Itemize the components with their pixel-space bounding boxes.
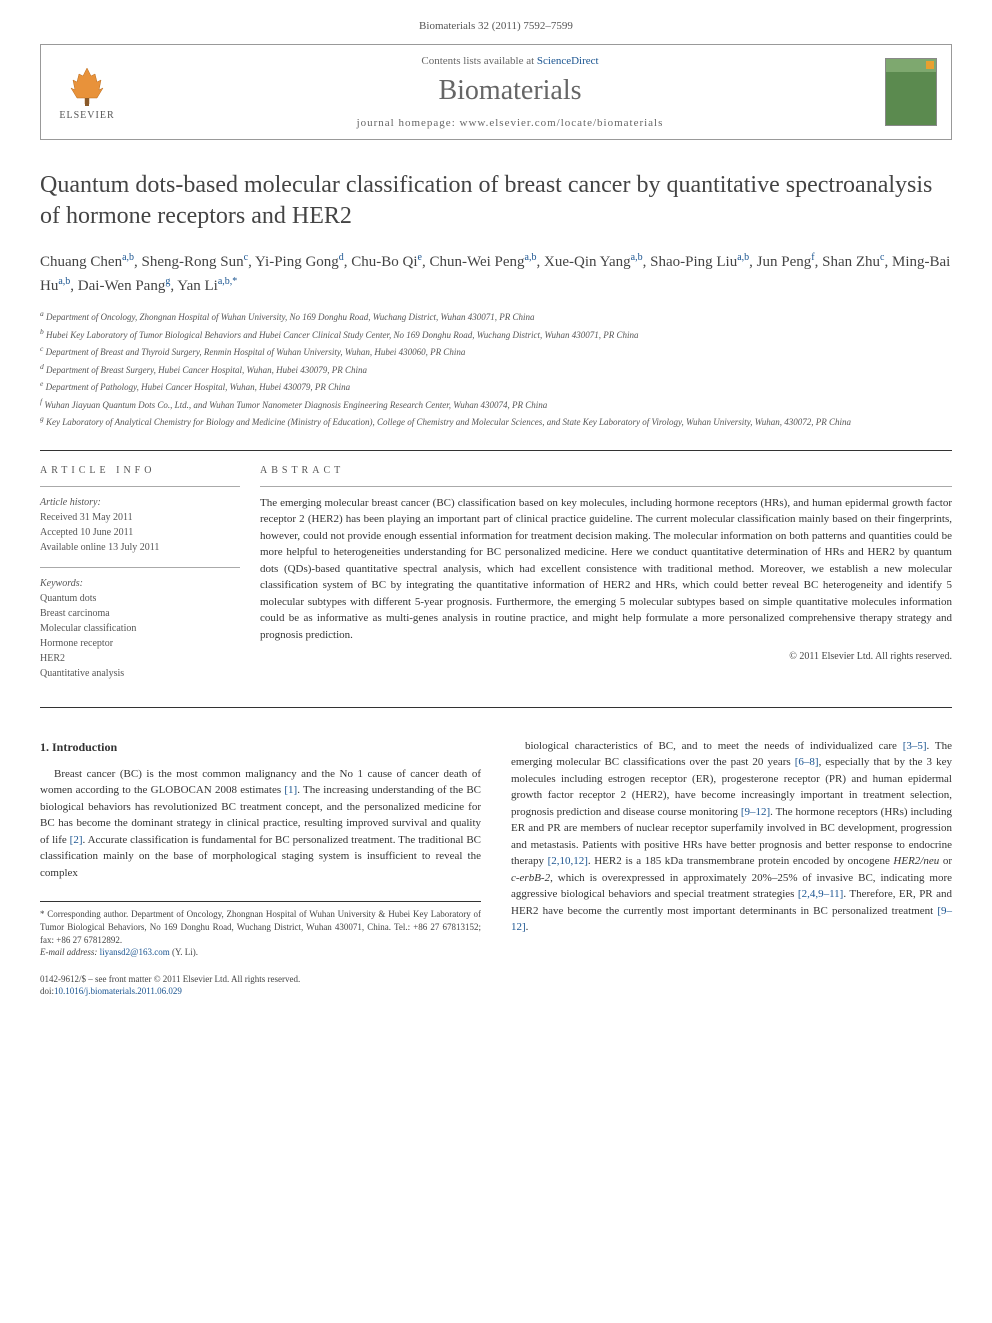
online-date: Available online 13 July 2011 xyxy=(40,540,240,555)
contents-prefix: Contents lists available at xyxy=(421,55,536,67)
body-paragraph: biological characteristics of BC, and to… xyxy=(511,738,952,936)
header-center: Contents lists available at ScienceDirec… xyxy=(135,55,885,129)
body-paragraph: Breast cancer (BC) is the most common ma… xyxy=(40,766,481,882)
intro-heading: 1. Introduction xyxy=(40,738,481,756)
affiliation-c: c Department of Breast and Thyroid Surge… xyxy=(40,343,952,360)
body-column-left: 1. Introduction Breast cancer (BC) is th… xyxy=(40,738,481,998)
keyword: Quantitative analysis xyxy=(40,666,240,681)
body-column-right: biological characteristics of BC, and to… xyxy=(511,738,952,998)
affiliation-b: b Hubei Key Laboratory of Tumor Biologic… xyxy=(40,326,952,343)
keyword: Quantum dots xyxy=(40,591,240,606)
keywords-label: Keywords: xyxy=(40,576,240,591)
contents-available-line: Contents lists available at ScienceDirec… xyxy=(135,55,885,67)
email-suffix: (Y. Li). xyxy=(170,947,198,957)
keyword: Molecular classification xyxy=(40,621,240,636)
homepage-url[interactable]: www.elsevier.com/locate/biomaterials xyxy=(460,117,664,129)
elsevier-logo[interactable]: ELSEVIER xyxy=(55,56,119,128)
author-list: Chuang Chena,b, Sheng-Rong Sunc, Yi-Ping… xyxy=(40,250,952,298)
affiliation-f: f Wuhan Jiayuan Quantum Dots Co., Ltd., … xyxy=(40,396,952,413)
body-columns: 1. Introduction Breast cancer (BC) is th… xyxy=(40,738,952,998)
keyword: Hormone receptor xyxy=(40,636,240,651)
elsevier-label: ELSEVIER xyxy=(59,110,114,121)
doi-link[interactable]: 10.1016/j.biomaterials.2011.06.029 xyxy=(54,986,182,996)
footnotes: * Corresponding author. Department of On… xyxy=(40,901,481,958)
info-abstract-row: ARTICLE INFO Article history: Received 3… xyxy=(40,450,952,708)
issn-line: 0142-9612/$ – see front matter © 2011 El… xyxy=(40,973,481,986)
elsevier-tree-icon xyxy=(65,64,109,108)
history-label: Article history: xyxy=(40,495,240,510)
article-title: Quantum dots-based molecular classificat… xyxy=(40,170,952,232)
email-line: E-mail address: liyansd2@163.com (Y. Li)… xyxy=(40,946,481,959)
keywords-block: Keywords: Quantum dots Breast carcinoma … xyxy=(40,567,240,681)
keyword: HER2 xyxy=(40,651,240,666)
journal-citation: Biomaterials 32 (2011) 7592–7599 xyxy=(40,20,952,32)
homepage-prefix: journal homepage: xyxy=(357,117,460,129)
email-link[interactable]: liyansd2@163.com xyxy=(100,947,170,957)
affiliation-g: g Key Laboratory of Analytical Chemistry… xyxy=(40,413,952,430)
affiliations: a Department of Oncology, Zhongnan Hospi… xyxy=(40,308,952,430)
journal-homepage-line: journal homepage: www.elsevier.com/locat… xyxy=(135,117,885,129)
article-info-label: ARTICLE INFO xyxy=(40,465,240,476)
sciencedirect-link[interactable]: ScienceDirect xyxy=(537,55,599,67)
abstract-copyright: © 2011 Elsevier Ltd. All rights reserved… xyxy=(260,651,952,662)
accepted-date: Accepted 10 June 2011 xyxy=(40,525,240,540)
journal-name: Biomaterials xyxy=(135,75,885,107)
received-date: Received 31 May 2011 xyxy=(40,510,240,525)
article-info-column: ARTICLE INFO Article history: Received 3… xyxy=(40,465,260,693)
article-history: Article history: Received 31 May 2011 Ac… xyxy=(40,486,240,555)
corresponding-author-note: * Corresponding author. Department of On… xyxy=(40,908,481,946)
journal-header-box: ELSEVIER Contents lists available at Sci… xyxy=(40,44,952,140)
abstract-text: The emerging molecular breast cancer (BC… xyxy=(260,486,952,644)
affiliation-a: a Department of Oncology, Zhongnan Hospi… xyxy=(40,308,952,325)
email-label: E-mail address: xyxy=(40,947,100,957)
abstract-column: ABSTRACT The emerging molecular breast c… xyxy=(260,465,952,693)
affiliation-e: e Department of Pathology, Hubei Cancer … xyxy=(40,378,952,395)
keyword: Breast carcinoma xyxy=(40,606,240,621)
doi-line: doi:10.1016/j.biomaterials.2011.06.029 xyxy=(40,985,481,998)
footer-issn-doi: 0142-9612/$ – see front matter © 2011 El… xyxy=(40,973,481,998)
journal-cover-thumbnail[interactable] xyxy=(885,58,937,126)
affiliation-d: d Department of Breast Surgery, Hubei Ca… xyxy=(40,361,952,378)
abstract-label: ABSTRACT xyxy=(260,465,952,476)
